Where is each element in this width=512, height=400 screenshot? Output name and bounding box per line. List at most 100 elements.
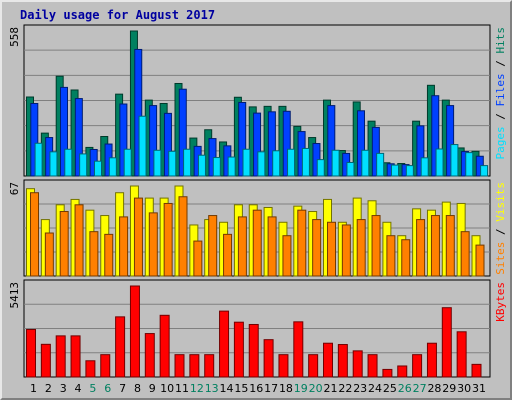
bar-kbytes-day-25	[382, 368, 393, 378]
bar-sites-day-24	[371, 215, 381, 277]
bar-pages-day-22	[346, 161, 355, 177]
bar-sites-day-30	[460, 231, 470, 277]
bar-kbytes-day-12	[189, 354, 200, 378]
bar-kbytes-day-30	[456, 331, 467, 378]
bar-pages-day-7	[123, 148, 132, 177]
x-tick-label: 20	[309, 382, 323, 395]
bar-kbytes-day-24	[367, 354, 378, 378]
x-tick-label: 25	[383, 382, 397, 395]
bar-sites-day-3	[59, 211, 69, 277]
bar-sites-day-17	[267, 216, 277, 277]
x-tick-label: 10	[160, 382, 174, 395]
bar-files-day-9	[149, 105, 158, 177]
bar-sites-day-15	[237, 216, 247, 277]
bar-files-day-1	[30, 103, 39, 177]
bar-kbytes-day-28	[426, 342, 437, 378]
bar-kbytes-day-9	[144, 333, 155, 378]
bar-files-day-3	[60, 86, 68, 177]
legend-entry: Files	[494, 73, 507, 106]
bar-sites-day-10	[163, 202, 173, 277]
bar-sites-day-20	[312, 219, 322, 277]
bar-sites-day-8	[133, 197, 143, 277]
x-tick-label: 23	[353, 382, 367, 395]
bar-files-day-29	[446, 105, 455, 177]
legend-entry: /	[494, 222, 507, 242]
bar-kbytes-day-18	[278, 354, 289, 378]
bar-sites-day-11	[178, 196, 188, 277]
x-tick-label: 2	[45, 382, 52, 395]
bar-files-day-10	[163, 112, 172, 177]
bar-pages-day-21	[331, 149, 340, 177]
x-tick-label: 12	[190, 382, 204, 395]
x-tick-label: 9	[149, 382, 156, 395]
bar-sites-day-1	[30, 192, 39, 277]
bar-pages-day-20	[316, 159, 325, 177]
y-max-label-kbytes: 5413	[8, 282, 21, 309]
bar-sites-day-6	[104, 233, 114, 277]
bar-files-day-21	[327, 105, 336, 177]
bar-pages-day-29	[450, 144, 459, 177]
bar-kbytes-day-14	[219, 310, 230, 378]
bar-sites-day-25	[386, 235, 396, 277]
bar-kbytes-day-16	[248, 323, 259, 378]
bar-files-day-7	[119, 103, 128, 177]
legend-entry: Hits	[494, 27, 507, 54]
x-tick-label: 3	[60, 382, 67, 395]
bar-pages-day-23	[361, 149, 370, 177]
bar-files-day-15	[238, 101, 247, 177]
bar-pages-day-15	[242, 148, 251, 177]
bar-files-day-17	[267, 111, 276, 177]
bar-sites-day-26	[401, 239, 411, 277]
bar-files-day-18	[282, 110, 291, 177]
bar-sites-day-23	[356, 219, 366, 277]
bar-kbytes-day-31	[471, 363, 482, 378]
bar-pages-day-30	[465, 152, 474, 177]
bar-kbytes-day-20	[308, 354, 319, 378]
bar-sites-day-9	[148, 212, 158, 277]
legend-entry: Visits	[494, 182, 507, 222]
bar-sites-day-21	[327, 221, 336, 277]
bar-pages-day-13	[212, 157, 221, 177]
bar-kbytes-day-8	[129, 285, 140, 378]
x-tick-label: 14	[220, 382, 234, 395]
x-tick-label: 15	[234, 382, 248, 395]
bar-sites-day-4	[74, 204, 84, 277]
bar-kbytes-day-17	[263, 339, 274, 378]
bar-kbytes-day-21	[323, 342, 333, 378]
bar-pages-day-4	[79, 153, 88, 177]
bar-sites-day-16	[252, 209, 262, 277]
bar-pages-day-28	[435, 148, 444, 177]
x-tick-label: 28	[427, 382, 441, 395]
x-tick-label: 6	[104, 382, 111, 395]
x-tick-label: 1	[30, 382, 37, 395]
bar-pages-day-25	[391, 164, 399, 177]
bar-pages-day-17	[272, 150, 281, 177]
bar-kbytes-day-29	[441, 307, 452, 378]
legend-visits-sites: Sites / Visits	[494, 182, 507, 275]
legend-entry: Sites	[494, 242, 507, 275]
legend-entry: /	[494, 107, 507, 127]
legend-entry: Pages	[494, 126, 507, 159]
legend-kbytes: KBytes	[494, 282, 507, 322]
bar-sites-day-31	[475, 244, 485, 277]
bar-files-day-23	[357, 110, 365, 177]
bar-pages-day-6	[108, 157, 117, 177]
bar-pages-day-3	[64, 148, 73, 177]
bar-kbytes-day-22	[337, 344, 348, 378]
x-tick-label: 19	[294, 382, 308, 395]
bar-kbytes-day-27	[412, 354, 423, 378]
bar-kbytes-day-13	[204, 354, 215, 378]
x-tick-label: 16	[249, 382, 263, 395]
bar-sites-day-18	[282, 235, 292, 277]
x-tick-label: 17	[264, 382, 278, 395]
bar-sites-day-2	[44, 232, 54, 277]
bar-pages-day-12	[197, 154, 206, 177]
bar-kbytes-day-6	[100, 354, 111, 378]
bar-pages-day-18	[287, 148, 296, 177]
bar-files-day-28	[431, 95, 440, 177]
chart-title: Daily usage for August 2017	[20, 8, 215, 22]
bar-pages-day-2	[49, 151, 58, 177]
x-tick-label: 7	[119, 382, 126, 395]
x-tick-label: 8	[134, 382, 141, 395]
